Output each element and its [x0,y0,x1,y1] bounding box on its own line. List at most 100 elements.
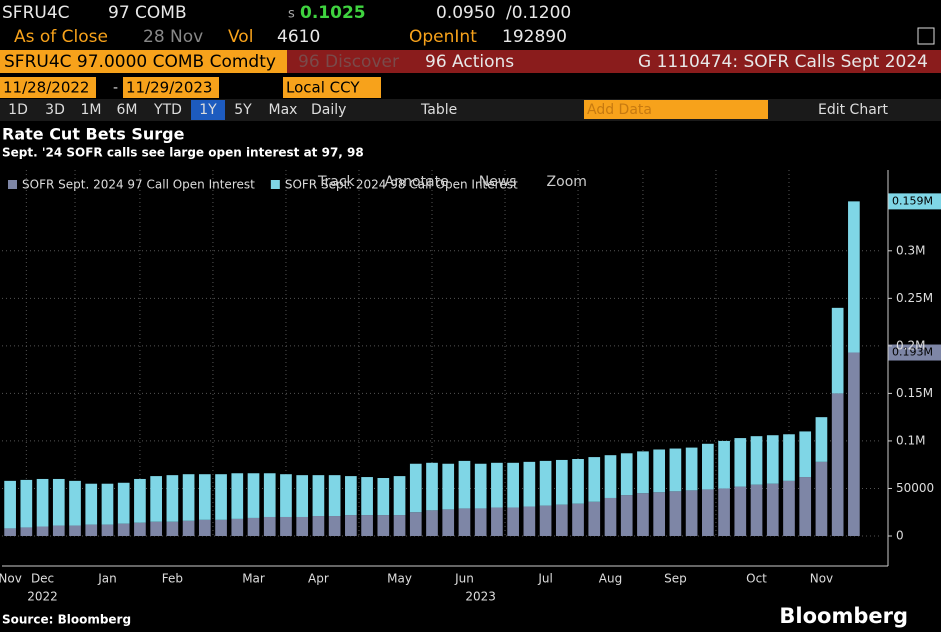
bar [572,503,584,536]
bar [312,516,325,536]
bar [247,517,260,536]
legend-label: SOFR Sept. 2024 98 Call Open Interest [285,178,518,192]
bar [328,516,341,536]
last-price: 0.1025 [300,3,366,23]
bar [507,507,519,536]
bar [85,524,98,536]
period-button[interactable]: 6M [117,102,138,118]
bar [426,510,438,536]
frequency[interactable]: Daily [311,102,346,118]
bar [345,515,357,536]
bar [604,497,617,536]
chart-title: Rate Cut Bets Surge [2,125,185,144]
period-button[interactable]: 5Y [234,102,252,118]
bar [52,478,65,526]
bar [409,463,422,513]
bar [750,436,763,485]
chart-menu-item[interactable]: Track [317,174,356,190]
bar [718,440,730,489]
bar [150,476,162,522]
period-button[interactable]: 1Y [199,102,217,118]
bar [637,493,649,536]
bar [783,434,795,481]
x-tick-label: Mar [242,572,265,586]
security-box[interactable] [0,50,287,73]
bar [69,525,81,536]
period-button[interactable]: Max [269,102,298,118]
period-button[interactable]: 1D [8,102,28,118]
period-button[interactable]: YTD [153,102,182,118]
chart-menu-item[interactable]: News [479,174,517,190]
start-date-box[interactable] [0,77,96,98]
bar [134,478,146,523]
x-tick-label: Sep [664,572,687,586]
end-date-box[interactable] [123,77,219,98]
bar [474,463,487,509]
chart-menu-item[interactable]: Zoom [547,174,587,190]
bar [669,491,682,536]
bar [150,521,162,536]
bar [539,505,552,536]
bar [198,474,211,520]
period-button[interactable]: 3D [45,102,65,118]
bar [815,461,828,536]
bar [458,460,471,509]
bar [685,447,698,491]
bid: 0.0950 [436,3,495,23]
bar [247,473,260,518]
last-value-tag [888,193,941,210]
as-of: As of Close [14,27,108,47]
bar [280,516,292,536]
actions[interactable]: 96 Actions [425,52,514,72]
bar [831,393,844,536]
last-value-tag [888,344,941,361]
bar [231,473,244,519]
bar [166,475,179,522]
add-data-box[interactable] [584,100,768,119]
currency-box[interactable] [283,77,381,98]
bar [4,528,16,536]
bar [182,520,195,536]
legend-swatch [270,180,280,189]
expand-icon[interactable] [917,27,935,45]
bar [312,475,325,517]
bar [702,489,714,536]
bar [523,461,536,507]
bar [377,478,390,516]
security: SFRU4C 97.0000 COMB Comdty [4,52,276,72]
period-button[interactable]: 1M [81,102,102,118]
discover[interactable]: 96 Discover [298,52,399,72]
edit-chart[interactable]: Edit Chart [818,102,889,118]
bar [85,483,98,525]
bar [263,473,276,517]
bar [198,519,211,536]
bar [637,451,649,494]
bar [620,453,633,496]
y-tick-label: 0.25M [896,291,933,305]
bar [491,462,503,508]
bar [555,459,568,505]
source: Source: Bloomberg [2,613,131,627]
bar [734,486,747,536]
bar [507,462,519,508]
bar [653,492,666,536]
bar [328,475,341,517]
bar [36,478,49,527]
start-date: 11/28/2022 [3,79,89,97]
bar [69,480,81,526]
x-tick-label: Apr [308,572,329,586]
bar [474,508,487,536]
bar [491,507,503,536]
table-button[interactable]: Table [420,102,457,118]
bar [620,495,633,536]
add-data: Add Data [587,102,652,118]
bar [815,417,828,462]
chart-menu-item[interactable]: Annotate [385,174,449,190]
bar [539,460,552,506]
bar [296,516,309,536]
bar [393,476,406,516]
bar [20,479,33,528]
bar [426,462,438,511]
bar [523,506,536,536]
